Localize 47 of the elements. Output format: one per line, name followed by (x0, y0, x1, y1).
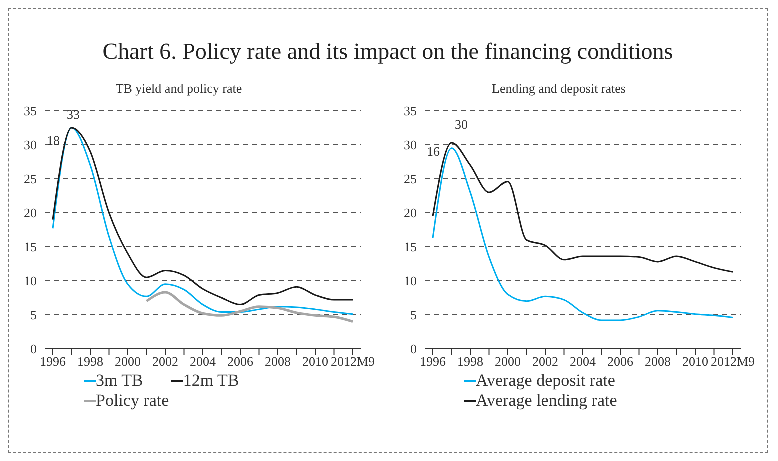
x-tick-label: 2000 (495, 354, 521, 370)
x-tick-label: 2006 (228, 354, 254, 370)
y-tick-label: 25 (404, 172, 417, 187)
y-tick-label: 0 (30, 342, 37, 357)
y-tick-label: 35 (404, 104, 417, 119)
x-tick-label: 2010 (302, 354, 328, 370)
x-tick-label: 1996 (420, 354, 446, 370)
x-tick-label: 2008 (645, 354, 671, 370)
annotation: 18 (47, 133, 60, 148)
y-tick-label: 10 (24, 274, 37, 289)
x-tick-label: 1998 (458, 354, 484, 370)
y-tick-label: 5 (30, 308, 37, 323)
y-tick-label: 35 (24, 104, 37, 119)
legend-label: Average deposit rate (476, 371, 616, 391)
x-tick-label: 2012M9 (710, 354, 756, 370)
y-tick-label: 25 (24, 172, 37, 187)
y-tick-label: 30 (24, 138, 37, 153)
y-tick-label: 20 (24, 206, 37, 221)
legend-label: 12m TB (183, 371, 240, 391)
y-tick-label: 5 (410, 308, 417, 323)
x-tick-label: 2002 (532, 354, 558, 370)
chart-subtitle: TB yield and policy rate (114, 81, 244, 98)
y-tick-label: 10 (404, 274, 417, 289)
legend-label: Policy rate (96, 391, 170, 411)
chart-subtitle: Lending and deposit rates (491, 81, 627, 98)
x-tick-label: 1996 (40, 354, 66, 370)
annotation: 33 (67, 107, 80, 122)
y-tick-label: 30 (404, 138, 417, 153)
x-tick-label: 2010 (682, 354, 708, 370)
x-tick-label: 2000 (115, 354, 141, 370)
line-series (146, 291, 354, 324)
chart-title: Chart 6. Policy rate and its impact on the financing conditions (102, 39, 674, 65)
y-tick-label: 15 (404, 240, 417, 255)
y-tick-label: 15 (24, 240, 37, 255)
y-tick-label: 20 (404, 206, 417, 221)
x-tick-label: 2004 (570, 354, 596, 370)
x-tick-label: 1998 (78, 354, 104, 370)
x-tick-label: 2008 (265, 354, 291, 370)
y-tick-label: 0 (410, 342, 417, 357)
annotation: 30 (455, 117, 468, 132)
x-tick-label: 2012M9 (330, 354, 376, 370)
x-tick-label: 2002 (152, 354, 178, 370)
x-tick-label: 2004 (190, 354, 216, 370)
x-tick-label: 2006 (608, 354, 634, 370)
legend-label: 3m TB (96, 371, 144, 391)
legend-label: Average lending rate (476, 391, 618, 411)
annotation: 16 (427, 144, 440, 159)
